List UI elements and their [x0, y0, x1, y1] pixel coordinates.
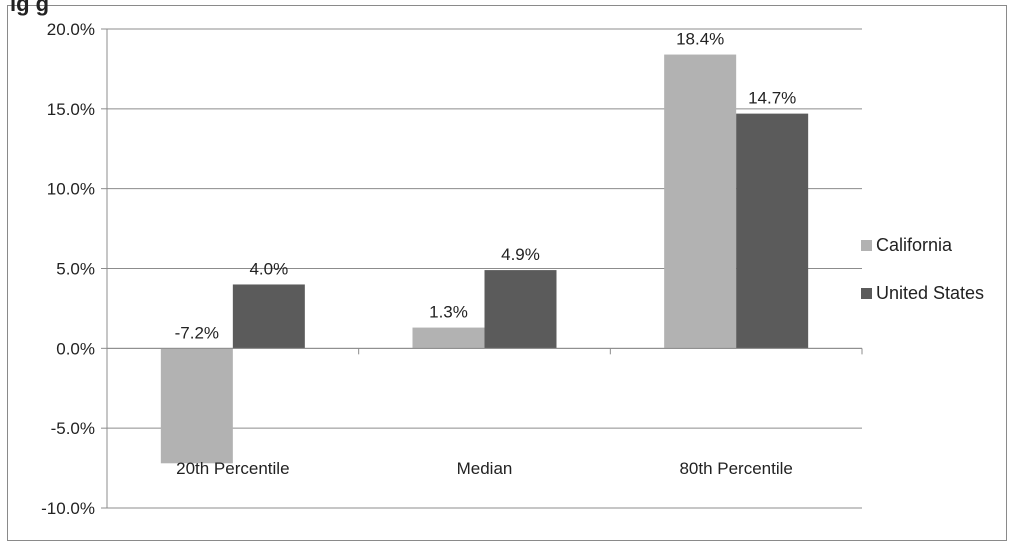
chart-frame [7, 5, 1007, 541]
legend-label: United States [876, 283, 984, 303]
bar-california [412, 327, 485, 349]
x-category-label: 80th Percentile [679, 459, 792, 478]
chart-title-fragment: ig g [10, 0, 50, 16]
y-axis: -10.0% -5.0% 0.0% 5.0% 10.0% 15.0% 20.0% [41, 20, 108, 518]
legend: California United States [861, 235, 984, 303]
legend-swatch [861, 288, 872, 299]
data-label: 4.0% [249, 259, 288, 278]
data-label: 14.7% [748, 89, 796, 108]
y-tick-label: 15.0% [47, 100, 95, 119]
data-labels: -7.2% 4.0% 1.3% 4.9% 18.4% 14.7% [175, 30, 797, 343]
x-category-label: Median [457, 459, 513, 478]
y-tick-label: 20.0% [47, 20, 95, 39]
data-label: -7.2% [175, 323, 219, 342]
bar-united-states [484, 270, 557, 349]
bar-united-states [736, 113, 809, 349]
legend-swatch [861, 240, 872, 251]
y-tick-label: 5.0% [56, 260, 95, 279]
y-tick-label: 0.0% [56, 339, 95, 358]
bar-california [160, 348, 233, 464]
y-tick-label: 10.0% [47, 180, 95, 199]
y-tick-label: -5.0% [51, 419, 95, 438]
data-label: 1.3% [429, 303, 468, 322]
x-category-label: 20th Percentile [176, 459, 289, 478]
x-axis: 20th Percentile Median 80th Percentile [106, 347, 863, 478]
bar-california [664, 54, 737, 349]
data-label: 4.9% [501, 245, 540, 264]
bars [160, 54, 809, 464]
legend-label: California [876, 235, 953, 255]
data-label: 18.4% [676, 30, 724, 49]
y-tick-label: -10.0% [41, 499, 95, 518]
bar-united-states [232, 284, 305, 349]
